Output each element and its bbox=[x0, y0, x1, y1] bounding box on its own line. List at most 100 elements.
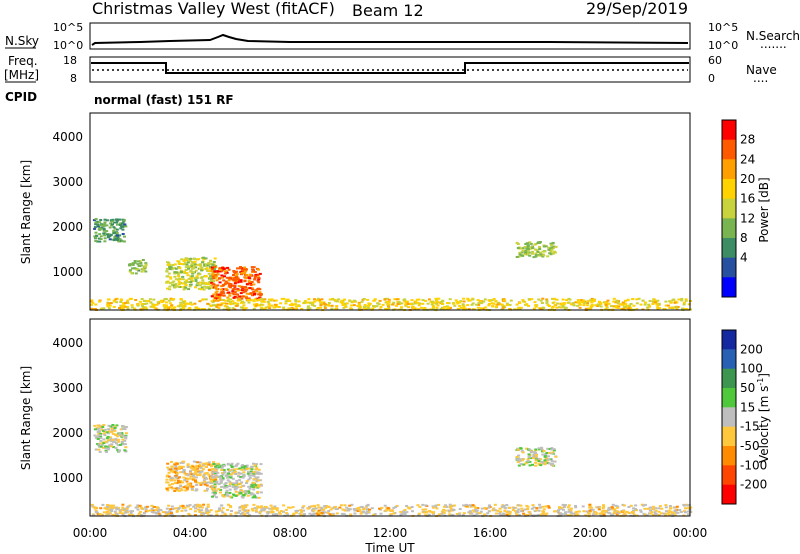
power-cell bbox=[635, 298, 639, 301]
velocity-cell bbox=[210, 481, 214, 484]
power-cell bbox=[187, 267, 190, 270]
power-cell bbox=[490, 299, 494, 302]
velocity-cell bbox=[246, 512, 250, 514]
power-cell bbox=[684, 308, 688, 310]
velocity-cell bbox=[171, 487, 175, 490]
power-cell bbox=[190, 277, 194, 280]
velocity-cell bbox=[200, 470, 204, 473]
power-cell bbox=[576, 304, 580, 307]
velocity-cell bbox=[238, 509, 242, 512]
power-cell bbox=[189, 257, 193, 260]
power-cell bbox=[270, 298, 274, 301]
power-cell bbox=[253, 277, 257, 280]
time-axis-tick-label: 08:00 bbox=[273, 526, 308, 540]
velocity-colorbar-segment bbox=[722, 368, 736, 389]
power-cell bbox=[90, 299, 94, 302]
velocity-cell bbox=[134, 506, 138, 509]
velocity-cell bbox=[313, 505, 317, 508]
power-cell bbox=[99, 238, 103, 240]
power-cell bbox=[359, 306, 363, 309]
power-cell bbox=[240, 301, 243, 304]
velocity-cell bbox=[181, 481, 185, 484]
power-cell bbox=[165, 304, 168, 307]
velocity-cell bbox=[192, 475, 196, 478]
power-cell bbox=[240, 295, 244, 298]
velocity-cell bbox=[596, 506, 600, 509]
power-cell bbox=[459, 306, 463, 309]
velocity-cell bbox=[175, 462, 179, 465]
power-cell bbox=[174, 267, 178, 270]
velocity-cell bbox=[205, 472, 209, 474]
velocity-cell bbox=[244, 490, 248, 492]
power-cell bbox=[376, 302, 380, 305]
power-cell bbox=[494, 300, 498, 302]
power-cell bbox=[316, 307, 320, 309]
power-cell bbox=[363, 307, 366, 310]
freq-label-line2: [MHz] bbox=[4, 68, 39, 82]
power-cell bbox=[193, 263, 197, 266]
velocity-cell bbox=[106, 504, 110, 506]
velocity-cell bbox=[250, 484, 254, 487]
velocity-cell bbox=[168, 510, 172, 513]
power-cell bbox=[437, 297, 441, 300]
power-cell bbox=[126, 305, 129, 308]
velocity-cell bbox=[121, 443, 125, 446]
velocity-cell bbox=[334, 505, 337, 508]
velocity-cell bbox=[239, 472, 243, 475]
velocity-cell bbox=[392, 512, 396, 515]
velocity-cell bbox=[461, 514, 465, 516]
velocity-cell bbox=[265, 506, 269, 509]
power-cell bbox=[212, 268, 216, 271]
power-cell bbox=[258, 272, 262, 275]
velocity-cell bbox=[210, 465, 213, 468]
power-cell bbox=[651, 300, 655, 303]
power-ylabel: Slant Range [km] bbox=[19, 160, 33, 264]
velocity-cell bbox=[107, 509, 111, 512]
power-cell bbox=[534, 254, 538, 257]
power-cell bbox=[190, 264, 194, 267]
velocity-cell bbox=[556, 510, 560, 513]
velocity-cell bbox=[188, 514, 192, 517]
velocity-cell bbox=[273, 505, 277, 508]
velocity-cell bbox=[597, 508, 601, 511]
power-cell bbox=[94, 218, 98, 220]
power-cell bbox=[257, 293, 261, 296]
power-cell bbox=[196, 282, 200, 285]
power-cell bbox=[240, 272, 244, 274]
nsearch-marker: ....... bbox=[760, 37, 787, 51]
power-cell bbox=[509, 299, 513, 302]
velocity-cell bbox=[109, 425, 113, 428]
power-cell bbox=[545, 298, 549, 301]
velocity-cell bbox=[673, 509, 677, 512]
power-cell bbox=[289, 307, 293, 310]
velocity-cell bbox=[202, 479, 206, 482]
power-cell bbox=[404, 303, 408, 306]
power-cell bbox=[209, 267, 212, 270]
power-cell bbox=[551, 242, 555, 245]
power-cell bbox=[668, 300, 672, 303]
velocity-cell bbox=[448, 513, 452, 516]
power-cell bbox=[145, 302, 149, 305]
power-cell bbox=[467, 299, 471, 302]
power-cell bbox=[471, 302, 475, 305]
power-cell bbox=[134, 272, 138, 275]
power-cell bbox=[215, 288, 219, 290]
power-cell bbox=[335, 300, 339, 303]
power-cell bbox=[210, 277, 214, 280]
power-cell bbox=[502, 298, 506, 301]
velocity-cell bbox=[185, 478, 189, 481]
velocity-cell bbox=[627, 506, 631, 508]
velocity-cell bbox=[180, 466, 183, 469]
power-cell bbox=[137, 264, 141, 267]
velocity-cell bbox=[213, 491, 217, 494]
velocity-cell bbox=[236, 486, 239, 489]
power-cell bbox=[435, 306, 439, 309]
velocity-cell bbox=[167, 504, 171, 507]
power-cell bbox=[308, 302, 312, 305]
power-cell bbox=[245, 295, 248, 298]
velocity-cell bbox=[156, 510, 160, 513]
velocity-cell bbox=[98, 425, 102, 428]
velocity-cell bbox=[308, 505, 312, 508]
power-cell bbox=[113, 236, 117, 239]
velocity-cell bbox=[593, 510, 597, 513]
